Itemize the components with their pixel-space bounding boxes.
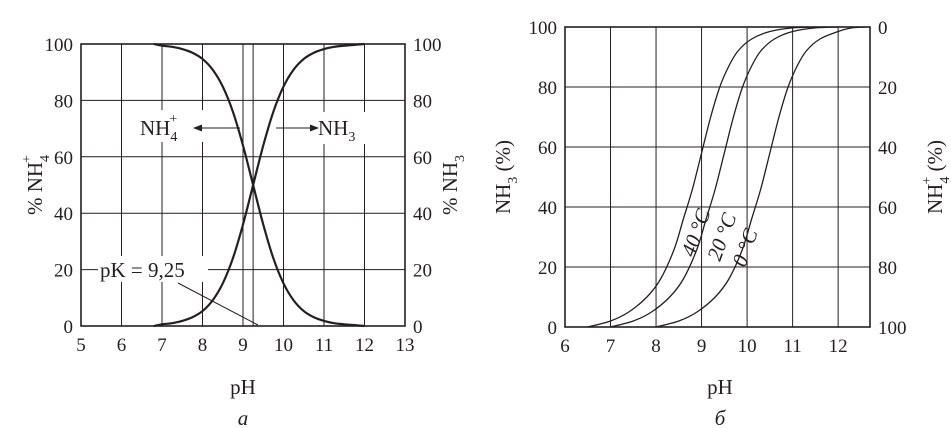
x-tick-label: 13 bbox=[396, 335, 415, 356]
x-tick-label: 11 bbox=[783, 336, 801, 357]
y-right-tick-label: 60 bbox=[413, 148, 432, 169]
y-right-tick-label: 20 bbox=[413, 261, 432, 282]
panel-a-x-ticks: 5 6 7 8 9 10 11 12 13 bbox=[76, 335, 414, 356]
panel-b-x-ticks: 6 7 8 9 10 11 12 bbox=[560, 336, 847, 357]
x-tick-label: 8 bbox=[198, 335, 208, 356]
y-left-tick-label: 0 bbox=[64, 317, 74, 338]
series-line-0 bbox=[153, 42, 365, 328]
x-tick-label: 10 bbox=[738, 336, 757, 357]
panel-b-curves bbox=[587, 26, 866, 328]
x-tick-label: 7 bbox=[606, 336, 616, 357]
y-right-tick-label: 100 bbox=[878, 318, 907, 339]
x-tick-label: 7 bbox=[157, 335, 167, 356]
panel-b-x-axis-label: pH bbox=[707, 375, 733, 399]
series-line-1 bbox=[153, 42, 365, 328]
x-tick-label: 6 bbox=[117, 335, 127, 356]
y-left-tick-label: 60 bbox=[538, 138, 557, 159]
y-left-tick-label: 100 bbox=[45, 35, 74, 56]
arrow-nh3-head bbox=[310, 124, 319, 132]
y-right-tick-label: 40 bbox=[413, 204, 432, 225]
y-right-tick-label: 60 bbox=[878, 198, 897, 219]
pk-leader-line bbox=[177, 282, 259, 326]
panel-b-y-right-label: NH4+ (%) bbox=[920, 140, 951, 214]
y-left-tick-label: 40 bbox=[54, 204, 73, 225]
series-label-nh4-text: NH4+ bbox=[140, 112, 177, 145]
panel-a-caption: а bbox=[238, 406, 249, 428]
panel-a-y-left-ticks: 0 20 40 60 80 100 bbox=[45, 35, 74, 338]
panel-b-caption: б bbox=[715, 406, 727, 428]
y-left-tick-label: 20 bbox=[538, 258, 557, 279]
panel-b-grid bbox=[565, 27, 870, 327]
panel-a-plot-frame bbox=[80, 43, 406, 327]
y-right-tick-label: 80 bbox=[413, 91, 432, 112]
y-left-tick-label: 0 bbox=[548, 318, 558, 339]
x-tick-label: 12 bbox=[829, 336, 848, 357]
panel-a-pk-annotation: pK = 9,25 bbox=[98, 256, 259, 326]
y-left-tick-label: 60 bbox=[54, 148, 73, 169]
series-label-nh3-text: NH3 bbox=[318, 116, 355, 145]
panel-a-series-label-nh4: NH4+ bbox=[140, 110, 240, 145]
panel-a-x-axis-label: pH bbox=[230, 375, 256, 399]
x-tick-label: 5 bbox=[76, 335, 86, 356]
x-tick-label: 8 bbox=[651, 336, 661, 357]
arrow-nh4-head bbox=[193, 124, 202, 132]
y-left-tick-label: 80 bbox=[54, 91, 73, 112]
y-right-tick-label: 100 bbox=[413, 35, 442, 56]
x-tick-label: 6 bbox=[560, 336, 570, 357]
pk-annotation-text: pK = 9,25 bbox=[100, 258, 185, 282]
panel-b-plot-frame bbox=[564, 26, 871, 328]
x-tick-label: 9 bbox=[697, 336, 707, 357]
series-line-1 bbox=[610, 26, 839, 328]
series-line-0 bbox=[587, 26, 816, 328]
y-left-tick-label: 100 bbox=[529, 18, 558, 39]
y-left-tick-label: 20 bbox=[54, 261, 73, 282]
x-tick-label: 12 bbox=[355, 335, 374, 356]
panel-a-y-right-ticks: 0 20 40 60 80 100 bbox=[413, 35, 442, 338]
panel-a-y-right-label: % NH3 bbox=[438, 155, 468, 215]
y-right-tick-label: 80 bbox=[878, 258, 897, 279]
y-right-tick-label: 20 bbox=[878, 78, 897, 99]
y-right-tick-label: 40 bbox=[878, 138, 897, 159]
x-tick-label: 10 bbox=[274, 335, 293, 356]
panel-b-y-right-ticks: 100 80 60 40 20 0 bbox=[878, 18, 907, 339]
panel-a-grid bbox=[81, 44, 406, 326]
panel-a-curves bbox=[153, 42, 365, 328]
panel-b-y-left-ticks: 0 20 40 60 80 100 bbox=[529, 18, 558, 339]
panel-a-y-left-label: % NH4+ bbox=[20, 155, 53, 215]
x-tick-label: 9 bbox=[238, 335, 248, 356]
y-right-tick-label: 0 bbox=[413, 317, 423, 338]
x-tick-label: 11 bbox=[315, 335, 333, 356]
series-line-2 bbox=[655, 26, 866, 328]
y-left-tick-label: 40 bbox=[538, 198, 557, 219]
y-right-tick-label: 0 bbox=[878, 18, 888, 39]
y-left-tick-label: 80 bbox=[538, 78, 557, 99]
panel-a-series-label-nh3: NH3 bbox=[276, 112, 374, 145]
panel-b-y-left-label: NH3 (%) bbox=[491, 140, 521, 214]
